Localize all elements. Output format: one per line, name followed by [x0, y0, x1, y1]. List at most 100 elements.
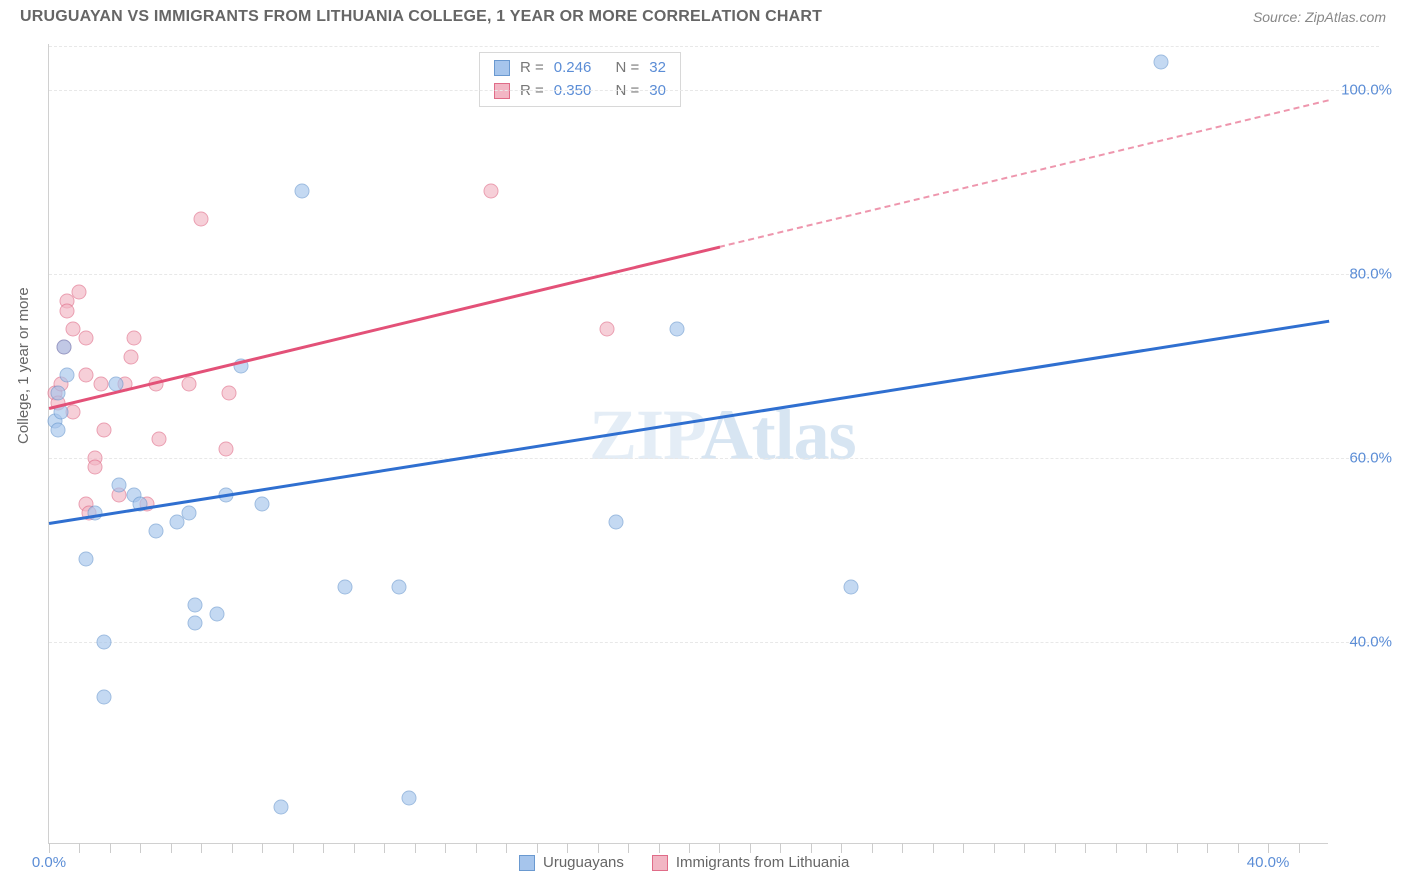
scatter-point-uruguayans [255, 496, 270, 511]
scatter-point-lithuania [151, 432, 166, 447]
scatter-point-uruguayans [608, 515, 623, 530]
series-legend: Uruguayans Immigrants from Lithuania [519, 854, 849, 871]
scatter-point-uruguayans [401, 791, 416, 806]
legend-item: Uruguayans [519, 854, 624, 871]
x-tick [384, 843, 385, 853]
x-tick [232, 843, 233, 853]
x-tick [537, 843, 538, 853]
x-tick [598, 843, 599, 853]
scatter-point-uruguayans [843, 579, 858, 594]
scatter-point-uruguayans [337, 579, 352, 594]
x-tick [719, 843, 720, 853]
legend-label-0: Uruguayans [543, 854, 624, 871]
scatter-point-lithuania [72, 285, 87, 300]
x-tick [79, 843, 80, 853]
swatch-icon [494, 60, 510, 76]
scatter-point-uruguayans [51, 423, 66, 438]
x-tick [293, 843, 294, 853]
swatch-icon [519, 855, 535, 871]
scatter-point-uruguayans [392, 579, 407, 594]
x-tick [1116, 843, 1117, 853]
gridline [49, 90, 1379, 91]
scatter-point-uruguayans [182, 505, 197, 520]
stat-n-0: 32 [649, 57, 666, 80]
scatter-point-lithuania [483, 184, 498, 199]
x-tick [1146, 843, 1147, 853]
scatter-point-lithuania [599, 322, 614, 337]
scatter-point-lithuania [194, 211, 209, 226]
x-tick [811, 843, 812, 853]
x-tick [110, 843, 111, 853]
scatter-point-uruguayans [96, 634, 111, 649]
x-tick [933, 843, 934, 853]
x-tick [1299, 843, 1300, 853]
scatter-point-lithuania [182, 377, 197, 392]
x-tick [445, 843, 446, 853]
gridline [49, 46, 1379, 47]
scatter-point-lithuania [124, 349, 139, 364]
legend-label-1: Immigrants from Lithuania [676, 854, 849, 871]
x-tick [1085, 843, 1086, 853]
gridline [49, 458, 1379, 459]
x-tick [1024, 843, 1025, 853]
stat-legend: R = 0.246 N = 32 R = 0.350 N = 30 [479, 52, 681, 107]
stat-row: R = 0.246 N = 32 [494, 57, 666, 80]
scatter-point-lithuania [218, 441, 233, 456]
scatter-point-uruguayans [188, 597, 203, 612]
x-tick [841, 843, 842, 853]
scatter-point-uruguayans [188, 616, 203, 631]
scatter-point-uruguayans [96, 689, 111, 704]
x-tick [567, 843, 568, 853]
x-tick [872, 843, 873, 853]
x-tick [902, 843, 903, 853]
scatter-point-uruguayans [1154, 55, 1169, 70]
y-tick-label: 60.0% [1349, 449, 1392, 466]
scatter-point-uruguayans [57, 340, 72, 355]
x-tick [323, 843, 324, 853]
scatter-point-uruguayans [148, 524, 163, 539]
x-tick [780, 843, 781, 853]
x-tick [628, 843, 629, 853]
x-tick [1055, 843, 1056, 853]
trend-lithuania [719, 99, 1329, 248]
scatter-point-uruguayans [669, 322, 684, 337]
x-tick [506, 843, 507, 853]
x-tick [659, 843, 660, 853]
trend-uruguayans [49, 320, 1329, 525]
x-tick [354, 843, 355, 853]
x-tick [415, 843, 416, 853]
y-tick-label: 100.0% [1341, 81, 1392, 98]
scatter-point-uruguayans [51, 386, 66, 401]
x-tick-label: 0.0% [32, 854, 66, 871]
y-tick-label: 40.0% [1349, 633, 1392, 650]
scatter-point-lithuania [96, 423, 111, 438]
scatter-point-lithuania [87, 459, 102, 474]
x-tick [689, 843, 690, 853]
scatter-point-uruguayans [112, 478, 127, 493]
gridline [49, 642, 1379, 643]
swatch-icon [652, 855, 668, 871]
scatter-point-uruguayans [273, 800, 288, 815]
stat-r-0: 0.246 [554, 57, 592, 80]
x-tick [1177, 843, 1178, 853]
chart-title: URUGUAYAN VS IMMIGRANTS FROM LITHUANIA C… [20, 8, 822, 26]
scatter-point-uruguayans [60, 368, 75, 383]
scatter-point-uruguayans [209, 607, 224, 622]
scatter-point-lithuania [127, 331, 142, 346]
chart-header: URUGUAYAN VS IMMIGRANTS FROM LITHUANIA C… [0, 0, 1406, 30]
plot-area: ZIPAtlas College, 1 year or more R = 0.2… [48, 44, 1328, 844]
scatter-point-lithuania [60, 303, 75, 318]
x-tick [994, 843, 995, 853]
x-tick [1238, 843, 1239, 853]
watermark: ZIPAtlas [589, 394, 856, 477]
y-tick-label: 80.0% [1349, 265, 1392, 282]
x-tick [140, 843, 141, 853]
x-tick-label: 40.0% [1247, 854, 1290, 871]
x-tick [963, 843, 964, 853]
chart-area: ZIPAtlas College, 1 year or more R = 0.2… [48, 44, 1328, 844]
gridline [49, 274, 1379, 275]
x-tick [1268, 843, 1269, 853]
scatter-point-lithuania [78, 368, 93, 383]
scatter-point-uruguayans [294, 184, 309, 199]
trend-lithuania [49, 246, 720, 410]
